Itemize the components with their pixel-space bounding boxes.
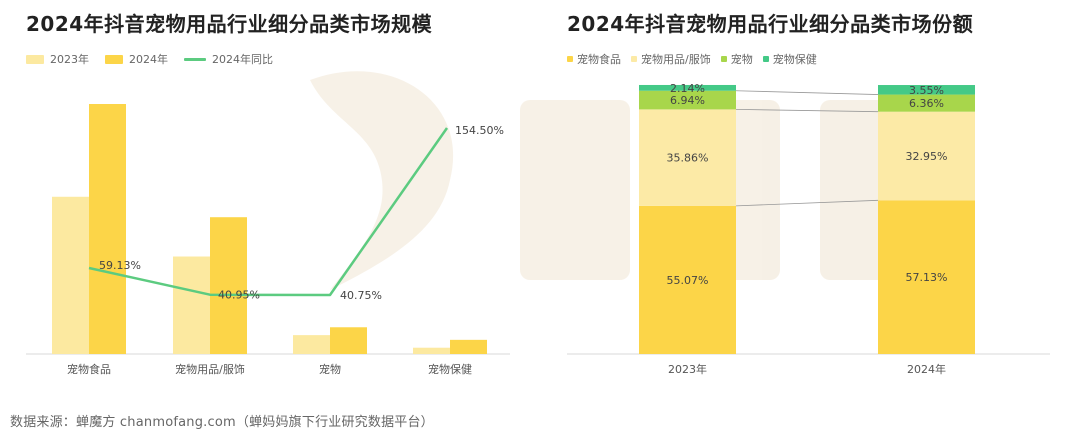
- growth-label-2: 40.75%: [340, 289, 382, 302]
- left-legend: 2023年 2024年 2024年同比: [26, 51, 289, 67]
- legend-item-food: 宠物食品: [567, 51, 621, 67]
- bar-2024-1: [210, 217, 247, 354]
- legend-swatch-2024: [105, 54, 123, 64]
- legend-label-2024: 2024年: [129, 53, 168, 66]
- stack-health-1: [878, 85, 975, 95]
- bar-2023-3: [413, 347, 450, 354]
- stack-label-supplies-1: 32.95%: [906, 150, 948, 163]
- growth-label-3: 154.50%: [455, 124, 504, 137]
- legend-label-growth: 2024年同比: [212, 53, 273, 66]
- connector-line-1: [735, 108, 879, 113]
- right-x-tick-label-1: 2024年: [907, 362, 946, 376]
- bar-2024-2: [330, 327, 367, 354]
- growth-label-0: 59.13%: [99, 259, 141, 272]
- stack-food-1: [878, 200, 975, 354]
- connector-line-2: [735, 90, 879, 95]
- stack-label-health-0: 2.14%: [670, 82, 705, 95]
- data-source-footer: 数据来源：蝉魔方 chanmofang.com（蝉妈妈旗下行业研究数据平台）: [10, 415, 434, 430]
- x-tick-label-0: 宠物食品: [67, 362, 111, 376]
- legend-swatch-growth: [184, 57, 206, 61]
- legend-item-pet: 宠物: [720, 51, 753, 67]
- legend-item-2023: 2023年: [26, 51, 89, 67]
- legend-label-supplies: 宠物用品/服饰: [641, 53, 711, 66]
- legend-swatch-2023: [26, 54, 44, 64]
- x-tick-label-1: 宠物用品/服饰: [175, 362, 245, 376]
- legend-label-pet: 宠物: [730, 53, 753, 66]
- stack-pet-1: [878, 94, 975, 112]
- right-chart-title: 2024年抖音宠物用品行业细分品类市场份额: [567, 12, 974, 36]
- right-x-tick-label-0: 2023年: [668, 362, 707, 376]
- right-legend: 宠物食品 宠物用品/服饰 宠物 宠物保健: [567, 51, 827, 67]
- legend-label-food: 宠物食品: [577, 53, 621, 66]
- left-chart-title: 2024年抖音宠物用品行业细分品类市场规模: [26, 12, 433, 36]
- stack-label-supplies-0: 35.86%: [667, 152, 709, 165]
- stack-supplies-0: [639, 109, 736, 206]
- legend-item-health: 宠物保健: [762, 51, 817, 67]
- growth-label-1: 40.95%: [218, 289, 260, 302]
- x-tick-label-2: 宠物: [319, 362, 341, 376]
- legend-swatch-supplies: [631, 56, 637, 62]
- legend-swatch-pet: [720, 56, 727, 62]
- stack-label-food-1: 57.13%: [906, 271, 948, 284]
- connector-line-0: [735, 199, 879, 207]
- bar-2023-0: [52, 196, 89, 354]
- legend-item-2024: 2024年: [105, 51, 168, 67]
- stack-supplies-1: [878, 111, 975, 201]
- stack-food-0: [639, 205, 736, 354]
- bar-2023-2: [293, 335, 330, 354]
- stack-label-food-0: 55.07%: [667, 274, 709, 287]
- growth-line: [88, 127, 449, 297]
- bar-2024-3: [450, 339, 487, 354]
- legend-swatch-health: [762, 56, 769, 62]
- stack-label-health-1: 3.55%: [909, 84, 944, 97]
- bar-2024-0: [89, 104, 126, 354]
- stack-label-pet-0: 6.94%: [670, 94, 705, 107]
- stack-label-pet-1: 6.36%: [909, 97, 944, 110]
- stack-pet-0: [639, 90, 736, 110]
- stack-health-0: [639, 84, 736, 91]
- bar-2023-1: [173, 256, 210, 354]
- legend-item-growth: 2024年同比: [184, 51, 273, 67]
- legend-label-health: 宠物保健: [772, 53, 817, 66]
- legend-item-supplies: 宠物用品/服饰: [631, 51, 711, 67]
- legend-label-2023: 2023年: [50, 53, 89, 66]
- x-tick-label-3: 宠物保健: [428, 362, 472, 376]
- legend-swatch-food: [567, 56, 573, 62]
